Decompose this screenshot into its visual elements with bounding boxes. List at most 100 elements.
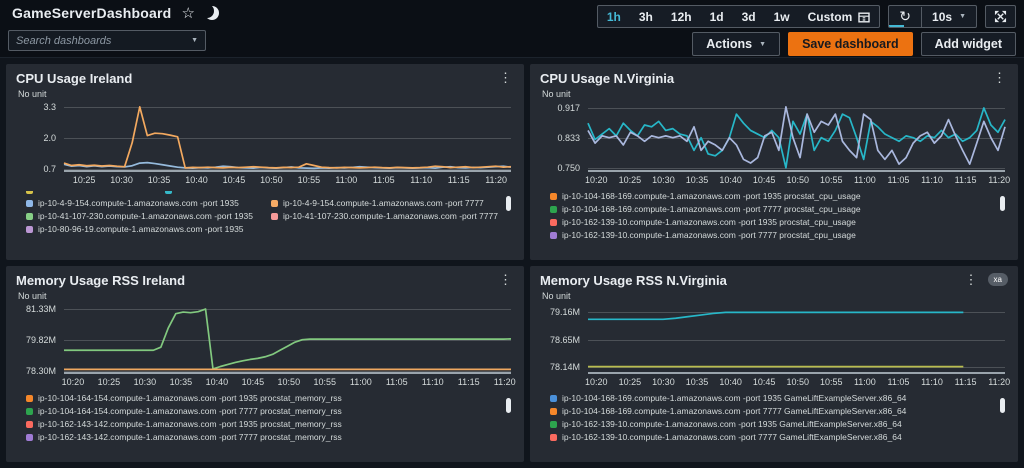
x-tick-label: 10:20 — [61, 377, 85, 387]
x-axis-line — [64, 372, 511, 374]
legend-entry[interactable] — [164, 191, 286, 195]
legend-entry[interactable]: ip-10-4-9-154.compute-1.amazonaws.com -p… — [270, 198, 498, 208]
legend-entry[interactable]: ip-10-162-139-10.compute-1.amazonaws.com… — [549, 432, 906, 442]
legend-grid: ip-10-104-164-154.compute-1.amazonaws.co… — [26, 393, 498, 442]
x-tick-label: 11:05 — [887, 175, 910, 185]
legend-entry[interactable]: ip-10-41-107-230.compute-1.amazonaws.com… — [270, 211, 498, 221]
save-dashboard-button[interactable]: Save dashboard — [788, 32, 913, 56]
legend-scrollbar[interactable] — [505, 398, 511, 413]
legend-swatch — [549, 394, 557, 402]
time-range-12h[interactable]: 12h — [670, 9, 692, 24]
widget-menu-kebab-icon[interactable]: ⋮ — [964, 272, 978, 287]
time-range-group: 1h 3h 12h 1d 3d 1w Custom — [596, 5, 881, 28]
x-tick-label: 10:55 — [820, 377, 843, 387]
legend-entry[interactable]: ip-10-104-164-154.compute-1.amazonaws.co… — [26, 406, 342, 416]
chart-lines — [64, 306, 511, 373]
plot-region[interactable] — [587, 104, 1005, 172]
legend-entry[interactable]: ip-10-104-168-169.compute-1.amazonaws.co… — [549, 393, 907, 403]
widget-header: Memory Usage RSS N.Virginia ⋮ xa — [540, 273, 1008, 288]
time-range-3d[interactable]: 3d — [741, 9, 756, 24]
fullscreen-button[interactable] — [985, 5, 1016, 28]
x-tick-label: 10:45 — [222, 175, 246, 185]
refresh-interval-value: 10s — [932, 9, 953, 24]
x-tick-label: 10:40 — [719, 377, 742, 387]
x-tick-label: 10:45 — [752, 175, 776, 185]
widget-header: Memory Usage RSS Ireland ⋮ — [16, 273, 514, 288]
series-line — [588, 107, 1005, 164]
legend-entry-label — [177, 191, 286, 195]
widget-menu-kebab-icon[interactable]: ⋮ — [993, 70, 1006, 85]
x-axis-line — [587, 170, 1005, 172]
widget-menu-kebab-icon[interactable]: ⋮ — [498, 70, 512, 85]
time-range-1w[interactable]: 1w — [773, 9, 790, 24]
legend-entry[interactable]: ip-10-104-168-169.compute-1.amazonaws.co… — [549, 204, 861, 214]
legend-scrollbar[interactable] — [1000, 398, 1005, 413]
time-controls-row: 1h 3h 12h 1d 3d 1w Custom ↻ 10s — [596, 5, 1016, 28]
dashboard-title: GameServerDashboard — [12, 5, 172, 21]
search-dashboards-input[interactable]: Search dashboards ▼ — [8, 30, 206, 51]
chart-area[interactable]: 79.16M 78.65M 78.14M 10:20 10:25 10:30 10:35 10… — [540, 302, 1010, 387]
gridline — [64, 309, 511, 311]
legend-entry[interactable]: ip-10-80-96-19.compute-1.amazonaws.com -… — [26, 224, 253, 234]
actions-button[interactable]: Actions ▼ — [692, 32, 781, 56]
legend-entry[interactable]: ip-10-162-139-10.compute-1.amazonaws.com… — [549, 419, 906, 429]
legend-entry[interactable]: ip-10-104-168-169.compute-1.amazonaws.co… — [549, 406, 906, 416]
legend-entry[interactable]: ip-10-104-168-169.compute-1.amazonaws.co… — [549, 191, 861, 201]
x-tick-label: 10:40 — [185, 175, 208, 185]
legend-swatch — [26, 225, 33, 233]
widget-menu-kebab-icon[interactable]: ⋮ — [498, 272, 512, 287]
legend-entry-label: ip-10-4-9-154.compute-1.amazonaws.com -p… — [38, 198, 239, 208]
series-line — [588, 108, 1005, 168]
legend-swatch — [26, 420, 33, 428]
legend-entry[interactable]: ip-10-4-9-154.compute-1.amazonaws.com -p… — [26, 198, 253, 208]
gridline — [587, 168, 1005, 170]
time-range-3h[interactable]: 3h — [638, 9, 653, 24]
time-range-1h[interactable]: 1h — [606, 9, 621, 24]
legend-entry[interactable] — [26, 191, 147, 195]
x-tick-label: 10:20 — [585, 175, 608, 185]
x-tick-label: 10:55 — [297, 175, 321, 185]
legend-entry[interactable]: ip-10-41-107-230.compute-1.amazonaws.com… — [26, 211, 253, 221]
legend-swatch — [26, 212, 33, 220]
legend-swatch — [549, 420, 557, 428]
x-axis-labels: 10:20 10:25 10:30 10:35 10:40 10:45 10:50 10:55… — [585, 376, 1010, 387]
dashboard-title-row: GameServerDashboard ☆ — [8, 5, 219, 21]
x-tick-label: 11:10 — [921, 175, 943, 185]
legend-scrollbar[interactable] — [505, 196, 511, 211]
plot-region[interactable] — [64, 306, 511, 374]
legend-entry[interactable]: ip-10-104-164-154.compute-1.amazonaws.co… — [26, 393, 342, 403]
refresh-interval-dropdown[interactable]: 10s ▼ — [921, 6, 976, 27]
chart-legend: ip-10-104-164-154.compute-1.amazonaws.co… — [26, 393, 514, 453]
x-tick-label: 10:55 — [820, 175, 843, 185]
gridline — [64, 169, 511, 171]
legend-swatch — [549, 433, 557, 441]
chart-area[interactable]: 81.33M 79.82M 78.30M 10:20 10:25 10:30 10:35 10… — [16, 302, 516, 387]
legend-scrollbar[interactable] — [1000, 196, 1005, 211]
calendar-icon — [858, 12, 870, 23]
legend-clipped-row — [26, 191, 498, 195]
x-tick-label: 11:20 — [988, 175, 1011, 185]
legend-entry-label: ip-10-104-168-169.compute-1.amazonaws.co… — [561, 204, 861, 214]
legend-entry[interactable]: ip-10-162-143-142.compute-1.amazonaws.co… — [26, 419, 342, 429]
widget-memory-rss-nvirginia: Memory Usage RSS N.Virginia ⋮ xa No unit… — [529, 266, 1018, 462]
x-tick-label: 11:00 — [853, 175, 876, 185]
refresh-button[interactable]: ↻ — [889, 6, 921, 27]
x-tick-label: 10:50 — [260, 175, 283, 185]
add-widget-button[interactable]: Add widget — [920, 32, 1016, 56]
chart-area[interactable]: 0.917 0.833 0.750 10:20 10:25 10:30 10:35 10:40… — [540, 100, 1011, 185]
time-range-custom[interactable]: Custom — [799, 7, 880, 27]
dark-mode-moon-icon[interactable] — [205, 6, 219, 20]
chart-legend: ip-10-4-9-154.compute-1.amazonaws.com -p… — [26, 191, 514, 251]
legend-entry[interactable]: ip-10-162-139-10.compute-1.amazonaws.com… — [549, 230, 861, 240]
x-tick-label: 10:45 — [752, 377, 776, 387]
plot-region[interactable] — [587, 306, 1005, 374]
unit-label: No unit — [541, 291, 571, 301]
plot-region[interactable] — [64, 104, 511, 172]
legend-entry[interactable]: ip-10-162-143-142.compute-1.amazonaws.co… — [26, 432, 342, 442]
x-tick-label: 10:30 — [652, 377, 675, 387]
chart-area[interactable]: 3.3 2.0 0.7 10:25 10:30 10:35 10:40 10:45 10:50 1… — [16, 100, 514, 185]
time-range-1d[interactable]: 1d — [709, 9, 724, 24]
favorite-star-icon[interactable]: ☆ — [181, 4, 195, 22]
legend-entry[interactable]: ip-10-162-139-10.compute-1.amazonaws.com… — [549, 217, 861, 227]
legend-entry-label: ip-10-104-168-169.compute-1.amazonaws.co… — [561, 393, 907, 403]
